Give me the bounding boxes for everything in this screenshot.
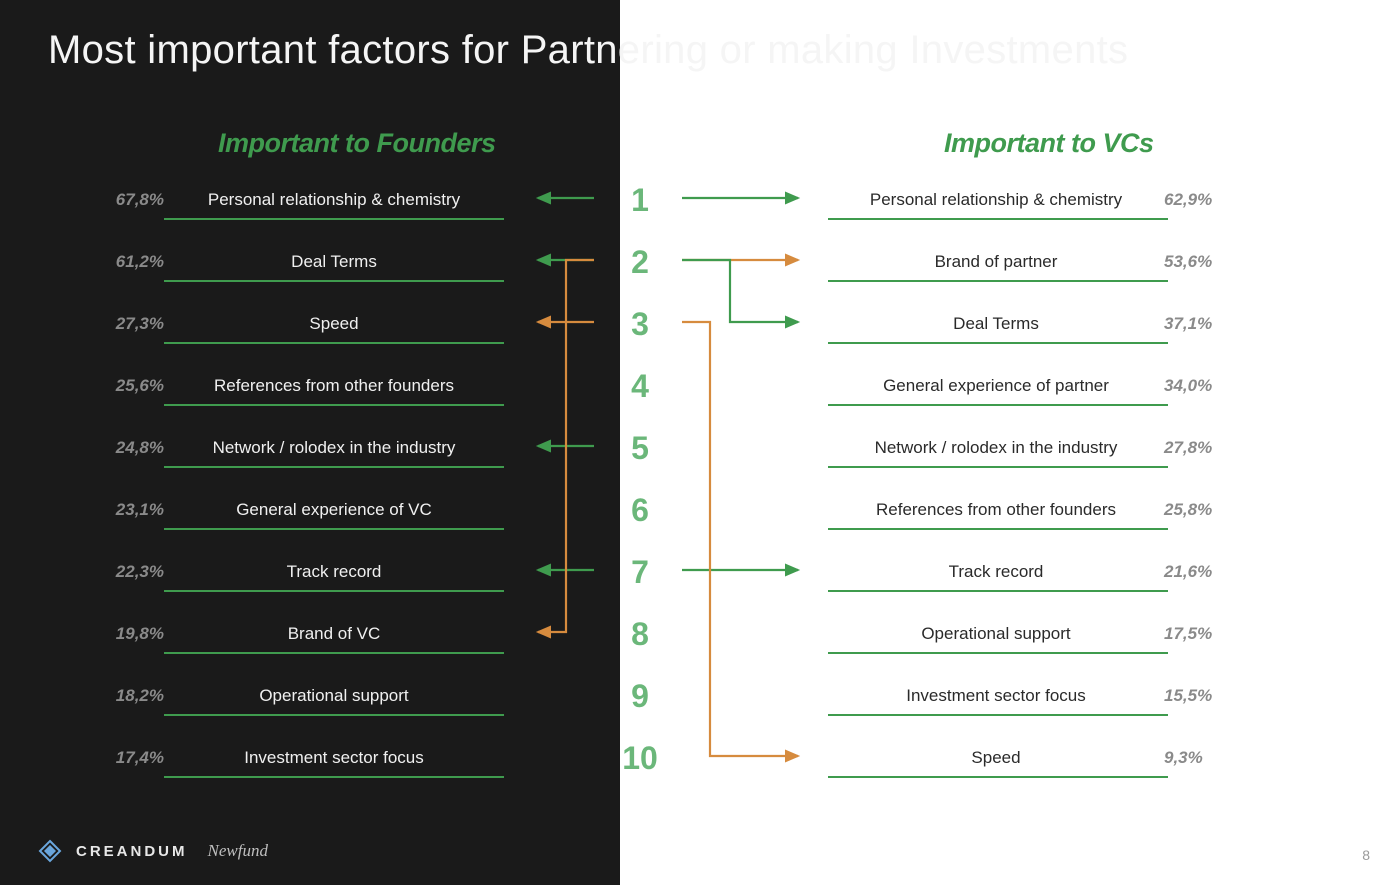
founders-label: Investment sector focus [184,748,484,768]
founders-row: 25,6% References from other founders [100,366,530,424]
vcs-label: Track record [846,562,1146,582]
founders-pct: 67,8% [100,190,164,210]
founders-row: 23,1% General experience of VC [100,490,530,548]
rank-number: 2 [610,244,670,281]
underline [828,342,1168,344]
vcs-row: Brand of partner 53,6% [798,242,1228,300]
underline [828,776,1168,778]
underline [164,714,504,716]
rank-number: 8 [610,616,670,653]
rank-number: 6 [610,492,670,529]
vcs-pct: 25,8% [1164,500,1228,520]
founders-row: 61,2% Deal Terms [100,242,530,300]
vcs-label: Network / rolodex in the industry [846,438,1146,458]
vcs-row: References from other founders 25,8% [798,490,1228,548]
founders-pct: 25,6% [100,376,164,396]
rank-number: 9 [610,678,670,715]
vcs-row: General experience of partner 34,0% [798,366,1228,424]
underline [828,528,1168,530]
underline [164,466,504,468]
vcs-pct: 21,6% [1164,562,1228,582]
founders-row: 17,4% Investment sector focus [100,738,530,796]
vcs-pct: 53,6% [1164,252,1228,272]
footer-logos: CREANDUM Newfund [38,839,268,863]
founders-label: Speed [184,314,484,334]
founders-pct: 22,3% [100,562,164,582]
founders-pct: 19,8% [100,624,164,644]
creandum-logo-text: CREANDUM [76,843,188,860]
heading-vcs: Important to VCs [944,128,1154,159]
founders-pct: 24,8% [100,438,164,458]
underline [828,404,1168,406]
underline [828,280,1168,282]
founders-label: Operational support [184,686,484,706]
vcs-label: References from other founders [846,500,1146,520]
rank-number: 4 [610,368,670,405]
underline [164,528,504,530]
heading-founders: Important to Founders [218,128,495,159]
vcs-label: Investment sector focus [846,686,1146,706]
vcs-row: Speed 9,3% [798,738,1228,796]
underline [828,714,1168,716]
founders-row: 24,8% Network / rolodex in the industry [100,428,530,486]
vcs-pct: 37,1% [1164,314,1228,334]
newfund-logo-text: Newfund [208,841,268,861]
underline [164,776,504,778]
rank-number: 7 [610,554,670,591]
founders-label: Personal relationship & chemistry [184,190,484,210]
vcs-pct: 15,5% [1164,686,1228,706]
page-number: 8 [1362,847,1370,863]
founders-pct: 18,2% [100,686,164,706]
founders-pct: 17,4% [100,748,164,768]
vcs-row: Network / rolodex in the industry 27,8% [798,428,1228,486]
underline [828,218,1168,220]
page-title: Most important factors for Partnering or… [48,28,1128,73]
vcs-pct: 27,8% [1164,438,1228,458]
vcs-pct: 62,9% [1164,190,1228,210]
underline [828,652,1168,654]
vcs-pct: 9,3% [1164,748,1228,768]
rank-number: 5 [610,430,670,467]
founders-pct: 61,2% [100,252,164,272]
vcs-pct: 17,5% [1164,624,1228,644]
founders-label: References from other founders [184,376,484,396]
underline [164,652,504,654]
underline [164,280,504,282]
creandum-logo-icon [38,839,62,863]
founders-label: Brand of VC [184,624,484,644]
founders-row: 27,3% Speed [100,304,530,362]
underline [164,404,504,406]
founders-label: General experience of VC [184,500,484,520]
vcs-row: Investment sector focus 15,5% [798,676,1228,734]
vcs-label: Speed [846,748,1146,768]
vcs-pct: 34,0% [1164,376,1228,396]
underline [828,466,1168,468]
founders-row: 19,8% Brand of VC [100,614,530,672]
vcs-label: Operational support [846,624,1146,644]
vcs-row: Track record 21,6% [798,552,1228,610]
founders-row: 67,8% Personal relationship & chemistry [100,180,530,238]
rank-number: 1 [610,182,670,219]
underline [164,342,504,344]
founders-label: Deal Terms [184,252,484,272]
founders-label: Track record [184,562,484,582]
rank-number: 3 [610,306,670,343]
vcs-label: General experience of partner [846,376,1146,396]
founders-row: 22,3% Track record [100,552,530,610]
founders-pct: 23,1% [100,500,164,520]
underline [828,590,1168,592]
vcs-row: Operational support 17,5% [798,614,1228,672]
vcs-label: Deal Terms [846,314,1146,334]
rank-number: 10 [610,740,670,777]
underline [164,590,504,592]
founders-row: 18,2% Operational support [100,676,530,734]
vcs-label: Personal relationship & chemistry [846,190,1146,210]
underline [164,218,504,220]
vcs-row: Deal Terms 37,1% [798,304,1228,362]
founders-label: Network / rolodex in the industry [184,438,484,458]
founders-pct: 27,3% [100,314,164,334]
vcs-row: Personal relationship & chemistry 62,9% [798,180,1228,238]
vcs-label: Brand of partner [846,252,1146,272]
